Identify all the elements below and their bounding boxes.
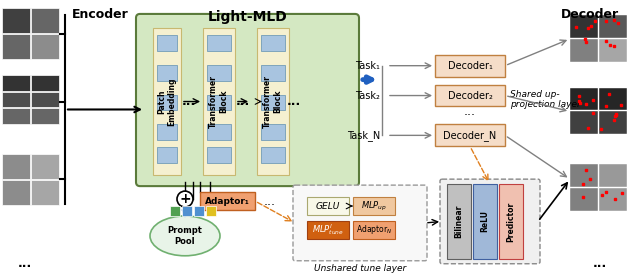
Bar (153, 28, 181, 175)
Text: ...: ... (182, 95, 196, 108)
Text: Unshared tune layer: Unshared tune layer (314, 264, 406, 273)
Circle shape (177, 191, 193, 207)
Bar (200, 192, 255, 210)
Bar (207, 124, 231, 140)
Bar (599, 188, 627, 211)
Bar (2, 92, 30, 108)
Bar (182, 206, 192, 216)
Bar (570, 39, 598, 62)
Bar (261, 35, 285, 51)
Bar (207, 95, 231, 111)
Bar (207, 147, 231, 163)
Bar (570, 15, 598, 38)
Bar (599, 111, 627, 134)
Bar (31, 75, 59, 90)
Bar (203, 28, 235, 175)
Bar (207, 65, 231, 81)
FancyBboxPatch shape (136, 14, 359, 186)
Bar (31, 34, 59, 59)
Bar (435, 124, 505, 146)
Bar (473, 184, 497, 259)
Bar (447, 184, 471, 259)
Bar (31, 8, 59, 33)
Text: $MLP_{up}$: $MLP_{up}$ (361, 199, 387, 213)
FancyBboxPatch shape (293, 185, 427, 261)
Text: Decoder_N: Decoder_N (444, 130, 497, 141)
Bar (261, 124, 285, 140)
Bar (2, 154, 30, 179)
Bar (257, 28, 289, 175)
Bar (2, 34, 30, 59)
Bar (599, 87, 627, 111)
Bar (499, 184, 523, 259)
Text: ...: ... (236, 95, 250, 108)
Text: Decoder: Decoder (561, 8, 619, 21)
Bar (599, 39, 627, 62)
Text: ...: ... (18, 257, 32, 270)
Text: ReLU: ReLU (481, 210, 490, 232)
Text: Adaptor$_N$: Adaptor$_N$ (356, 223, 392, 236)
Text: GELU: GELU (316, 202, 340, 211)
Bar (435, 85, 505, 106)
Bar (435, 55, 505, 77)
Text: Adaptor₁: Adaptor₁ (205, 197, 250, 205)
Text: Bilinear: Bilinear (454, 205, 463, 238)
Bar (599, 15, 627, 38)
Text: Transformer
Block: Transformer Block (263, 75, 283, 128)
Bar (31, 92, 59, 108)
Bar (170, 206, 180, 216)
Bar (261, 65, 285, 81)
Text: ...: ... (464, 105, 476, 118)
Bar (31, 180, 59, 205)
Bar (2, 180, 30, 205)
Text: ...: ... (264, 194, 276, 208)
Bar (261, 95, 285, 111)
Bar (157, 147, 177, 163)
Bar (194, 206, 204, 216)
Bar (206, 206, 216, 216)
Bar (2, 108, 30, 124)
Bar (570, 87, 598, 111)
Bar (353, 221, 395, 239)
Text: Predictor: Predictor (506, 201, 515, 241)
Bar (157, 124, 177, 140)
Bar (207, 35, 231, 51)
Bar (307, 197, 349, 215)
Bar (570, 164, 598, 187)
Bar (570, 111, 598, 134)
Text: Prompt
Pool: Prompt Pool (168, 226, 202, 246)
Bar (157, 65, 177, 81)
Bar (157, 95, 177, 111)
Bar (2, 8, 30, 33)
Text: Light-MLD: Light-MLD (207, 10, 287, 24)
FancyBboxPatch shape (440, 179, 540, 264)
Text: $MLP^{l}_{tune}$: $MLP^{l}_{tune}$ (312, 222, 344, 237)
Bar (599, 164, 627, 187)
Text: Task₂: Task₂ (355, 90, 380, 101)
Text: ...: ... (287, 95, 301, 108)
Bar (307, 221, 349, 239)
Text: Shared up-
projection layer: Shared up- projection layer (510, 90, 580, 109)
Text: Encoder: Encoder (72, 8, 129, 21)
Bar (157, 35, 177, 51)
Text: Transformer
Block: Transformer Block (209, 75, 228, 128)
Bar (31, 154, 59, 179)
Text: Decoder₂: Decoder₂ (447, 90, 492, 101)
Ellipse shape (150, 216, 220, 256)
Text: Task_N: Task_N (347, 130, 380, 141)
Bar (261, 147, 285, 163)
Bar (31, 108, 59, 124)
Text: Task₁: Task₁ (355, 61, 380, 71)
Text: ...: ... (593, 257, 607, 270)
Bar (570, 188, 598, 211)
Bar (2, 75, 30, 90)
Bar (353, 197, 395, 215)
Text: +: + (179, 192, 191, 206)
Text: Decoder₁: Decoder₁ (447, 61, 492, 71)
Text: Patch
Embedding: Patch Embedding (157, 77, 177, 126)
